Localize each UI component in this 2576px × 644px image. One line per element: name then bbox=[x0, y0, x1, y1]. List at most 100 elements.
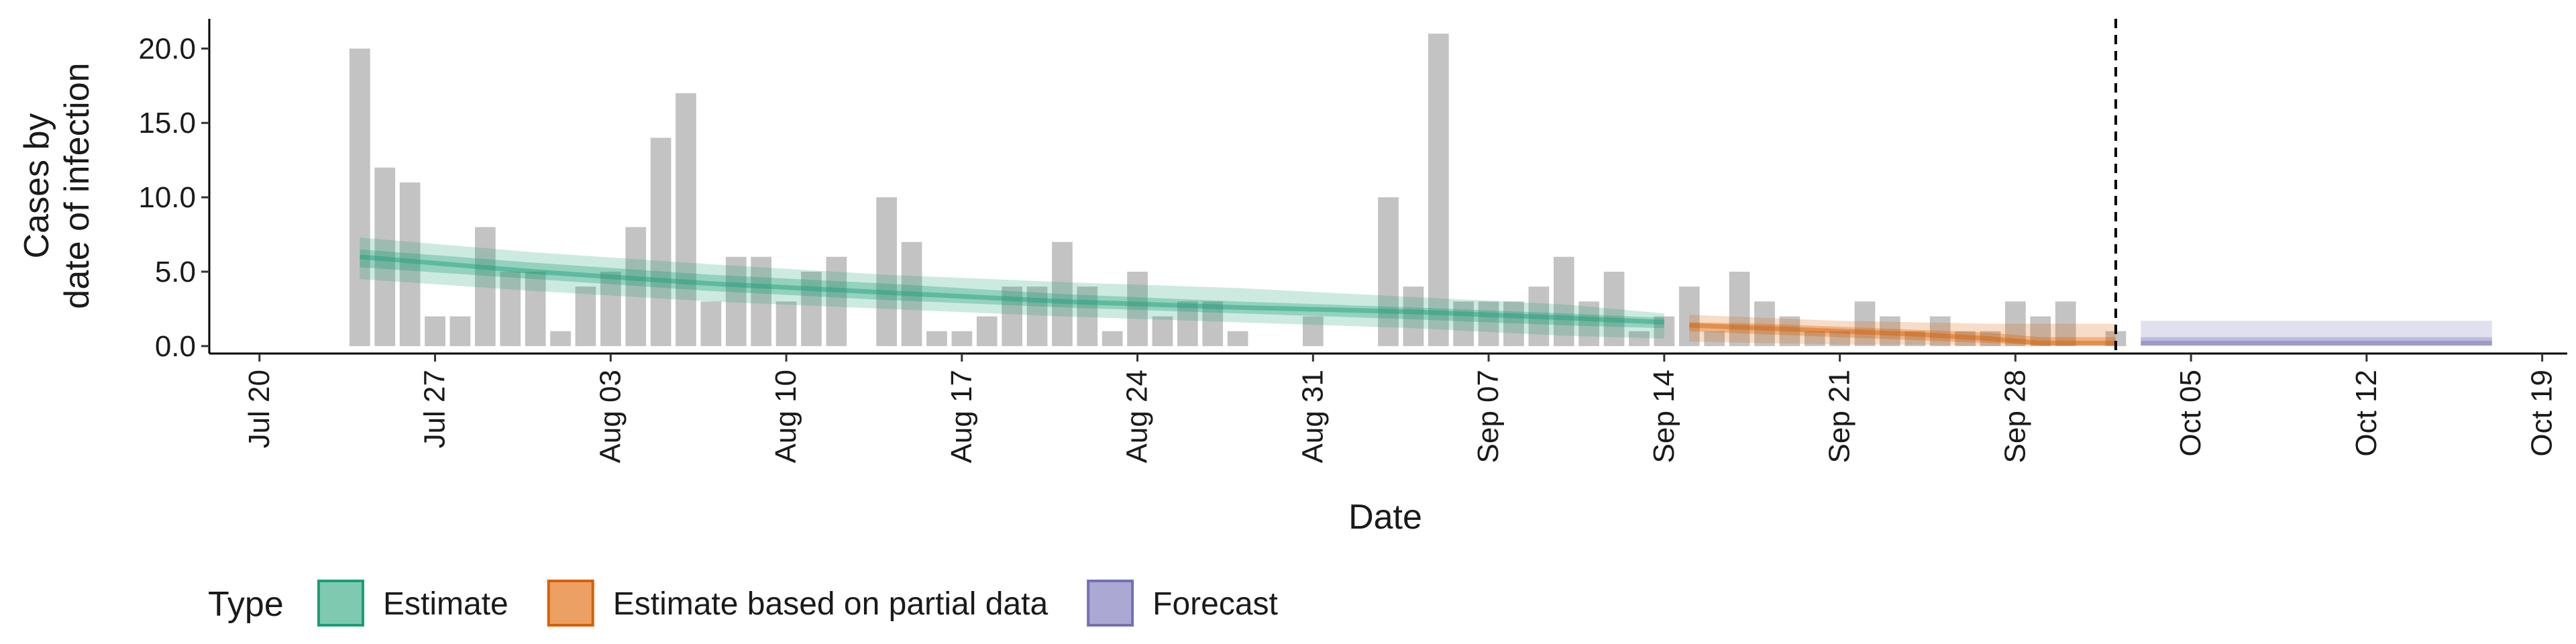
x-axis-ticks: Jul 20 Jul 27 Aug 03 Aug 10 Aug 17 Aug 24 Aug … bbox=[243, 354, 2559, 463]
case-bar bbox=[1478, 301, 1499, 346]
legend-item-estimate: Estimate bbox=[317, 580, 508, 627]
case-bar bbox=[350, 48, 370, 347]
x-tick-label: Aug 03 bbox=[594, 370, 627, 463]
case-bar bbox=[676, 93, 696, 346]
x-tick-label: Oct 12 bbox=[2350, 370, 2383, 457]
band-90 bbox=[360, 237, 1664, 339]
case-bar bbox=[650, 138, 672, 346]
case-bar bbox=[425, 316, 445, 346]
case-bar bbox=[399, 182, 421, 346]
legend-label: Forecast bbox=[1152, 586, 1278, 622]
case-bar bbox=[1052, 241, 1073, 346]
case-bar bbox=[600, 272, 621, 346]
case-bar bbox=[1980, 331, 2001, 346]
case-bar bbox=[500, 272, 521, 346]
x-tick-label: Jul 20 bbox=[243, 370, 276, 448]
case-bar bbox=[2030, 316, 2051, 346]
case-bar bbox=[2105, 331, 2127, 346]
x-tick-label: Sep 14 bbox=[1648, 370, 1680, 463]
case-bar bbox=[1553, 256, 1574, 346]
case-bar bbox=[751, 256, 771, 346]
case-bar bbox=[1779, 316, 1801, 346]
case-bar bbox=[1077, 286, 1098, 346]
case-bar bbox=[775, 301, 797, 346]
case-bar bbox=[1629, 331, 1650, 346]
case-bar bbox=[2005, 301, 2026, 346]
case-bar bbox=[525, 272, 546, 346]
case-bar bbox=[1127, 272, 1148, 346]
case-bar bbox=[2055, 301, 2076, 346]
case-bar bbox=[550, 331, 571, 346]
case-bar bbox=[1152, 316, 1173, 346]
case-bar bbox=[1854, 301, 1876, 346]
case-bar bbox=[1829, 331, 1850, 346]
case-bar bbox=[876, 197, 897, 346]
case-bar bbox=[1704, 331, 1725, 346]
case-bar bbox=[725, 256, 747, 346]
series-estimate-based-on-partial-data bbox=[1689, 315, 2116, 346]
case-bar bbox=[1503, 301, 1524, 346]
case-bar bbox=[926, 331, 947, 346]
case-bar bbox=[1578, 301, 1599, 346]
case-bar bbox=[901, 241, 922, 346]
case-bar bbox=[575, 286, 596, 346]
case-bar bbox=[1880, 316, 1900, 346]
y-tick-label: 15.0 bbox=[138, 107, 196, 140]
case-bar bbox=[1428, 34, 1449, 346]
case-bar bbox=[1603, 272, 1625, 346]
case-bar bbox=[1955, 331, 1976, 346]
x-axis-title: Date bbox=[1348, 498, 1422, 537]
case-bar bbox=[1102, 331, 1123, 346]
x-tick-label: Sep 07 bbox=[1472, 370, 1505, 463]
band-50 bbox=[2141, 337, 2492, 345]
case-bar bbox=[1378, 197, 1399, 346]
y-tick-label: 5.0 bbox=[155, 256, 196, 288]
x-tick-label: Jul 27 bbox=[419, 370, 451, 448]
case-bar bbox=[1904, 331, 1926, 346]
case-bar bbox=[1303, 316, 1324, 346]
y-axis-title: Cases bydate of infection bbox=[17, 62, 97, 309]
band-90 bbox=[2141, 321, 2492, 346]
case-bar bbox=[374, 167, 396, 346]
y-tick-label: 10.0 bbox=[138, 181, 196, 214]
estimate-bands bbox=[360, 237, 2492, 346]
case-bar bbox=[1654, 316, 1675, 346]
case-bar bbox=[801, 272, 822, 346]
series-estimate bbox=[360, 237, 1664, 339]
legend-label: Estimate bbox=[383, 586, 508, 622]
y-tick-label: 0.0 bbox=[155, 330, 196, 363]
case-bar bbox=[449, 316, 471, 346]
x-tick-label: Aug 10 bbox=[769, 370, 802, 463]
x-tick-label: Aug 31 bbox=[1296, 370, 1329, 463]
case-bar bbox=[976, 316, 998, 346]
x-tick-label: Aug 24 bbox=[1121, 370, 1154, 463]
y-axis-title-text: Cases bydate of infection bbox=[17, 62, 97, 309]
case-bar bbox=[1002, 286, 1022, 346]
case-bar bbox=[1929, 316, 1951, 346]
case-bar bbox=[700, 301, 722, 346]
x-tick-label: Aug 17 bbox=[945, 370, 978, 463]
y-axis-ticks: 0.0 5.0 10.0 15.0 20.0 bbox=[138, 32, 209, 363]
y-axis-title-line: date of infection bbox=[58, 62, 97, 309]
case-bar bbox=[1177, 301, 1198, 346]
case-bar bbox=[1678, 286, 1700, 346]
case-bar bbox=[475, 227, 496, 346]
median-line bbox=[1689, 323, 2116, 345]
band-50 bbox=[1689, 322, 2116, 345]
case-bar bbox=[1528, 286, 1550, 346]
y-tick-label: 20.0 bbox=[138, 32, 196, 65]
case-bar bbox=[826, 256, 847, 346]
case-bar bbox=[1026, 286, 1048, 346]
axes bbox=[208, 19, 2567, 355]
y-axis-title-line: Cases by bbox=[17, 113, 56, 259]
legend-swatch bbox=[547, 580, 594, 627]
x-tick-label: Sep 28 bbox=[1998, 370, 2031, 463]
case-bar bbox=[1227, 331, 1248, 346]
legend-label: Estimate based on partial data bbox=[613, 586, 1049, 622]
case-bar bbox=[1453, 301, 1474, 346]
legend-item-forecast: Forecast bbox=[1087, 580, 1278, 627]
legend-title: Type bbox=[208, 585, 284, 624]
median-line bbox=[360, 254, 1664, 325]
legend-swatch bbox=[317, 580, 364, 627]
